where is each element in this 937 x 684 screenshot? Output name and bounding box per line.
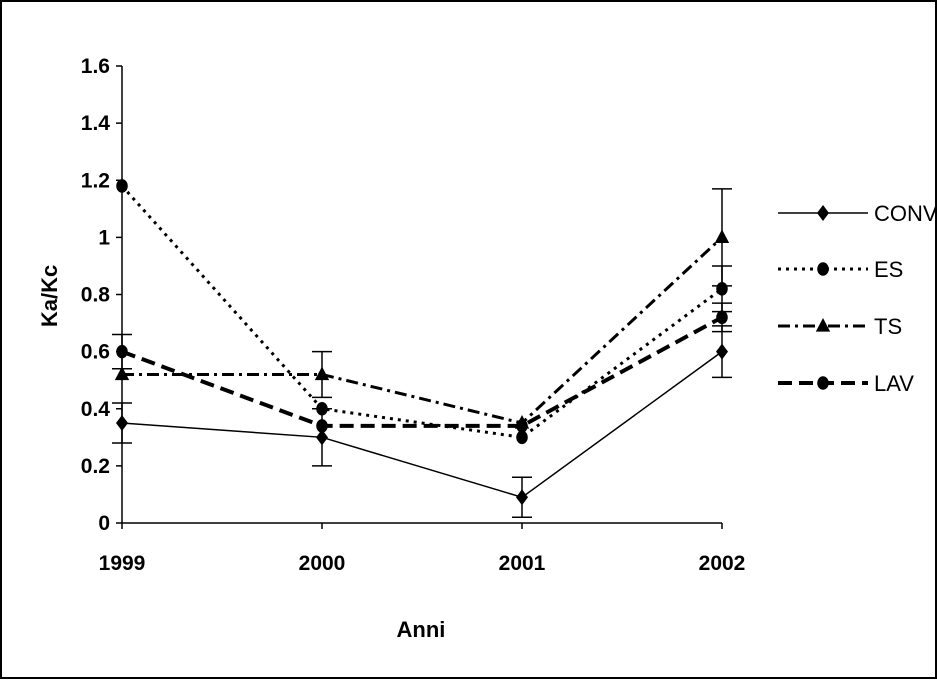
y-tick-label: 1.4 [81, 112, 111, 135]
legend: CONV ES TS LAV [778, 201, 937, 396]
x-tick-label: 1999 [99, 552, 146, 575]
circle-marker [516, 419, 528, 433]
legend-label: CONV [874, 201, 937, 226]
legend-label: TS [874, 314, 902, 339]
x-tick-label: 2002 [699, 552, 746, 575]
legend-item-lav: LAV [778, 371, 914, 396]
circle-marker [316, 419, 328, 433]
circle-marker [817, 262, 829, 276]
y-tick-label: 1.2 [81, 169, 110, 192]
series-lav [112, 302, 732, 433]
circle-marker [516, 430, 528, 445]
diamond-marker [316, 429, 328, 446]
axes: 0 0.2 0.4 0.6 0.8 1 1.2 1.4 1.6 1999 2000 2001 2002 [81, 55, 746, 575]
circle-marker [817, 376, 829, 390]
y-tick-label: 0.6 [81, 341, 110, 364]
legend-item-es: ES [778, 257, 903, 282]
diamond-marker [516, 489, 528, 506]
y-tick-label: 0.4 [81, 398, 111, 421]
diamond-marker [716, 343, 728, 360]
y-tick-label: 1 [98, 226, 110, 249]
x-tick-label: 2001 [499, 552, 546, 575]
diamond-marker [116, 415, 128, 432]
diamond-marker [817, 205, 829, 221]
series-group [112, 179, 732, 519]
x-axis-title: Anni [397, 617, 446, 642]
triangle-marker [314, 366, 330, 381]
x-tick-label: 2000 [299, 552, 346, 575]
legend-label: ES [874, 257, 903, 282]
legend-label: LAV [874, 371, 914, 396]
series-line [121, 351, 723, 499]
circle-marker [116, 179, 128, 193]
circle-marker [116, 344, 128, 359]
circle-marker [316, 401, 328, 416]
series-line [120, 184, 723, 439]
series-line [122, 236, 724, 425]
legend-item-ts: TS [778, 314, 902, 339]
triangle-marker [114, 366, 130, 381]
y-axis-title: Ka/Kc [37, 265, 62, 327]
circle-marker [716, 310, 728, 325]
y-tick-label: 0 [98, 512, 110, 535]
triangle-marker [815, 318, 831, 332]
triangle-marker [714, 229, 730, 243]
y-tick-label: 1.6 [81, 55, 110, 78]
y-tick-label: 0.8 [81, 284, 111, 307]
y-tick-label: 0.2 [81, 455, 110, 478]
legend-item-conv: CONV [778, 201, 937, 226]
series-line [121, 315, 723, 428]
